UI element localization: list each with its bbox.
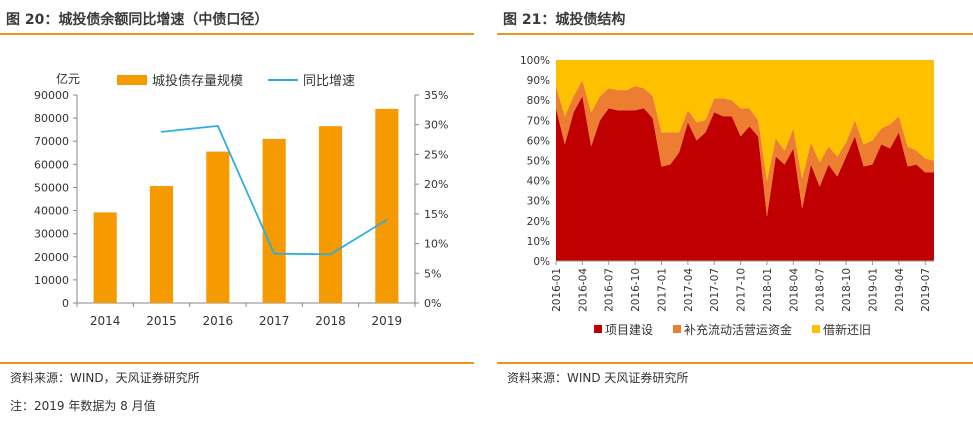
left-figure-panel: 图 20：城投债余额同比增速（中债口径） 亿元 0 10000 20000 30000 4… bbox=[0, 0, 474, 435]
figure-21-title: 图 21：城投债结构 bbox=[503, 12, 626, 28]
y-tick-label: 30% bbox=[527, 196, 550, 208]
source-text: 资料来源：WIND 天风证券研究所 bbox=[507, 371, 689, 385]
title-divider bbox=[497, 33, 973, 35]
legend-swatch-area-project-construction bbox=[594, 325, 602, 333]
y-left-tick-label: 0 bbox=[62, 297, 69, 310]
y-left-tick-label: 20000 bbox=[34, 251, 69, 264]
growth-point-2018 bbox=[329, 253, 332, 256]
y-left-tick-label: 70000 bbox=[34, 135, 69, 148]
legend-label-area-project-construction: 项目建设 bbox=[605, 323, 653, 337]
x-tick-label: 2014 bbox=[90, 314, 121, 328]
legend-label-area-refinance: 借新还旧 bbox=[823, 322, 871, 337]
x-tick-label: 2017-10 bbox=[736, 268, 748, 312]
legend-swatch-bar bbox=[117, 75, 147, 85]
bar-2016 bbox=[206, 151, 230, 303]
y-tick-label: 10% bbox=[527, 236, 550, 248]
y-left-tick-label: 80000 bbox=[34, 112, 69, 125]
source-divider bbox=[0, 362, 474, 364]
x-tick-label: 2017 bbox=[259, 314, 290, 328]
y-tick-label: 20% bbox=[527, 216, 550, 228]
y-right-tick-label: 35% bbox=[424, 89, 448, 102]
stacked-area-chart: 0% 10% 20% 30% 40% 50% 60% 70% 80% 90% 100% 2016-01… bbox=[520, 55, 934, 337]
x-tick-label: 2018 bbox=[315, 314, 346, 328]
bar-2014 bbox=[93, 212, 117, 303]
y-tick-label: 80% bbox=[527, 95, 550, 107]
y-left-tick-label: 90000 bbox=[34, 89, 69, 102]
bar-line-chart: 亿元 0 10000 20000 30000 40000 50000 60000 70000 80… bbox=[34, 71, 448, 328]
x-tick-label: 2019-07 bbox=[920, 268, 932, 312]
x-tick-label: 2018-04 bbox=[788, 268, 800, 312]
x-tick-label: 2016-04 bbox=[577, 268, 589, 312]
area-refinance bbox=[556, 60, 934, 181]
x-tick-label: 2016-07 bbox=[604, 268, 616, 312]
growth-point-2019 bbox=[386, 219, 388, 221]
y-left-tick-label: 30000 bbox=[34, 228, 69, 241]
area-project-construction bbox=[556, 96, 934, 262]
legend-swatch-area-refinance bbox=[812, 325, 820, 333]
x-tick-label: 2019-01 bbox=[867, 268, 879, 312]
legend-label-line: 同比增速 bbox=[303, 74, 355, 89]
area-working-capital bbox=[556, 80, 934, 217]
y-left-tick-label: 50000 bbox=[34, 181, 69, 194]
bar-2017 bbox=[262, 138, 286, 303]
growth-point-2017 bbox=[273, 252, 275, 255]
y-right-tick-label: 30% bbox=[424, 119, 448, 132]
y-tick-label: 0% bbox=[533, 256, 550, 268]
y-tick-label: 100% bbox=[520, 55, 550, 67]
title-divider bbox=[0, 33, 474, 35]
x-tick-label: 2018-07 bbox=[815, 268, 827, 312]
y-unit-label: 亿元 bbox=[56, 71, 80, 86]
legend-label-area-working-capital: 补充流动活营运资金 bbox=[684, 322, 792, 337]
y-left-tick-label: 40000 bbox=[34, 205, 69, 218]
figure-20-title: 图 20：城投债余额同比增速（中债口径） bbox=[6, 12, 269, 28]
x-tick-label: 2019-04 bbox=[894, 268, 906, 312]
y-tick-label: 70% bbox=[527, 115, 550, 127]
source-text: 资料来源：WIND，天风证券研究所 bbox=[10, 371, 200, 385]
x-tick-label: 2018-01 bbox=[762, 268, 774, 312]
y-right-tick-label: 0% bbox=[424, 297, 441, 310]
y-tick-label: 40% bbox=[527, 176, 550, 188]
right-figure-panel: 图 21：城投债结构 0% 10% 20% 30% 40% 50% 60% 70% 80% 90%… bbox=[497, 0, 973, 435]
source-divider bbox=[497, 362, 973, 364]
x-tick-label: 2016-10 bbox=[630, 268, 642, 312]
bar-2018 bbox=[318, 126, 343, 303]
x-tick-label: 2015 bbox=[146, 314, 177, 328]
y-right-tick-label: 20% bbox=[424, 178, 448, 191]
x-tick-label: 2017-07 bbox=[709, 268, 721, 312]
growth-point-2016 bbox=[217, 125, 219, 127]
note-text: 注：2019 年数据为 8 月值 bbox=[10, 399, 156, 413]
y-tick-label: 50% bbox=[527, 156, 550, 168]
legend-label-bar: 城投债存量规模 bbox=[152, 73, 243, 89]
x-tick-label: 2018-10 bbox=[841, 268, 853, 312]
y-right-tick-label: 15% bbox=[424, 208, 448, 221]
y-left-tick-label: 60000 bbox=[34, 158, 69, 171]
x-tick-label: 2019 bbox=[372, 314, 403, 328]
growth-point-2015 bbox=[160, 131, 163, 133]
y-right-tick-label: 25% bbox=[424, 148, 448, 161]
bar-2019 bbox=[375, 108, 399, 303]
y-tick-label: 90% bbox=[527, 75, 550, 87]
x-tick-label: 2017-04 bbox=[683, 268, 695, 312]
y-tick-label: 60% bbox=[527, 135, 550, 147]
y-right-tick-label: 10% bbox=[424, 238, 448, 251]
x-tick-label: 2016-01 bbox=[551, 268, 563, 312]
legend-swatch-area-working-capital bbox=[673, 325, 681, 333]
x-tick-label: 2017-01 bbox=[656, 268, 668, 312]
y-right-tick-label: 5% bbox=[424, 267, 441, 280]
y-left-tick-label: 10000 bbox=[34, 274, 69, 287]
x-tick-label: 2016 bbox=[203, 314, 234, 328]
bar-2015 bbox=[149, 186, 174, 303]
